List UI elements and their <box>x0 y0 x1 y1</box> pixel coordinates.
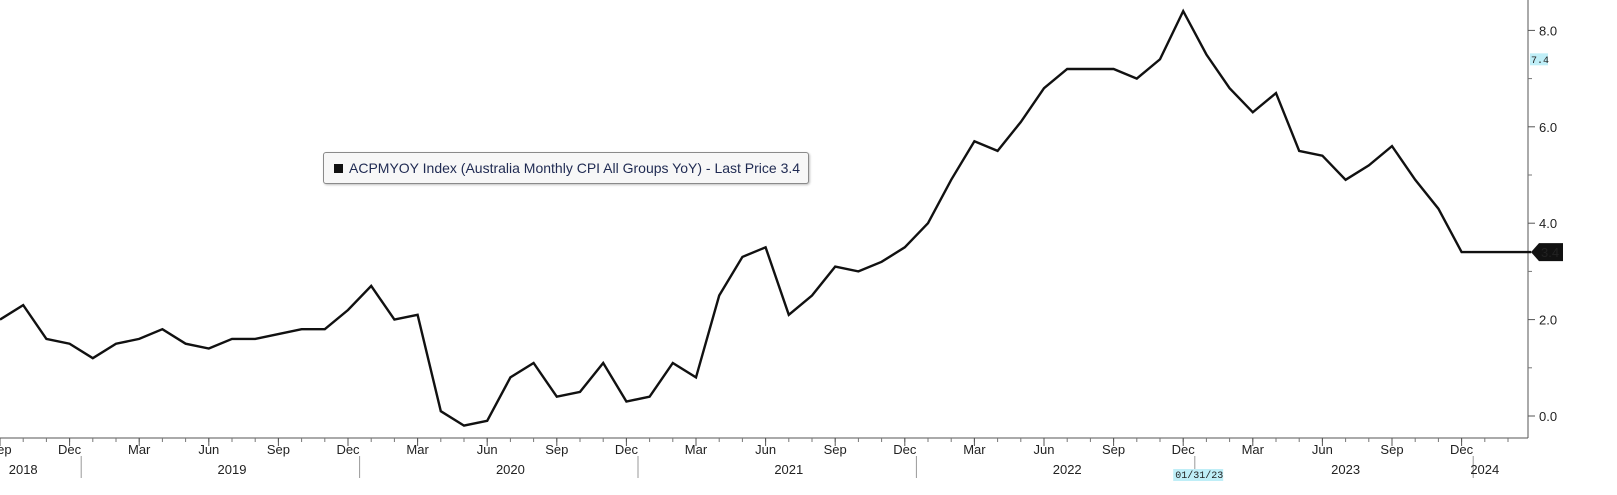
x-tick-label: Sep <box>267 442 290 457</box>
x-year-label: 2020 <box>496 462 525 477</box>
crosshair-y-label: 7.4 <box>1531 56 1549 67</box>
x-tick-label: Sep <box>1380 442 1403 457</box>
x-tick-label: Dec <box>1172 442 1196 457</box>
y-tick-label: 4.0 <box>1539 216 1557 231</box>
x-tick-label: Sep <box>1102 442 1125 457</box>
x-axis: Sep Dec Mar Jun Sep Dec Mar Jun Sep Dec Mar Jun Sep D… <box>0 437 1528 478</box>
last-price-tag <box>1531 243 1563 262</box>
x-tick-label: Jun <box>1312 442 1333 457</box>
x-tick-label: Mar <box>406 442 429 457</box>
x-tick-label: Jun <box>1034 442 1055 457</box>
y-tick-label: 6.0 <box>1539 120 1557 135</box>
x-tick-label: Jun <box>477 442 498 457</box>
x-tick-label: Sep <box>0 442 12 457</box>
legend-label: ACPMYOY Index (Australia Monthly CPI All… <box>349 160 801 176</box>
y-tick-label: 2.0 <box>1539 313 1557 328</box>
crosshair-x-tag <box>1173 469 1224 481</box>
series-line <box>0 8 1532 427</box>
x-year-label: 2023 <box>1331 462 1360 477</box>
x-year-label: 2024 <box>1470 462 1499 477</box>
x-tick-label: Sep <box>824 442 847 457</box>
x-tick-label: Mar <box>685 442 708 457</box>
crosshair-y-tag <box>1530 53 1548 66</box>
x-tick-label: Mar <box>963 442 986 457</box>
x-tick-label: Dec <box>1450 442 1474 457</box>
x-tick-label: Dec <box>336 442 360 457</box>
x-tick-label: Dec <box>58 442 82 457</box>
x-year-label: 2022 <box>1053 462 1082 477</box>
x-tick-label: Jun <box>755 442 776 457</box>
x-tick-label: Mar <box>128 442 151 457</box>
x-year-label: 2019 <box>218 462 247 477</box>
crosshair-x-label: 01/31/23 <box>1175 470 1223 482</box>
x-year-label: 2018 <box>9 462 38 477</box>
legend-swatch-icon <box>334 163 343 173</box>
x-tick-label: Sep <box>545 442 568 457</box>
y-tick-label: 0.0 <box>1539 409 1557 424</box>
x-tick-label: Dec <box>615 442 639 457</box>
legend[interactable]: ACPMYOY Index (Australia Monthly CPI All… <box>323 152 810 184</box>
last-price-label: 3.4 <box>1541 245 1559 260</box>
y-axis: 0.0 2.0 4.0 6.0 8.0 <box>1527 0 1557 438</box>
x-tick-label: Jun <box>198 442 219 457</box>
tags-layer: 3.4 7.4 01/31/23 <box>1173 53 1563 482</box>
x-tick-label: Mar <box>1242 442 1265 457</box>
x-tick-label: Dec <box>893 442 917 457</box>
series-layer <box>0 8 1532 427</box>
x-year-label: 2021 <box>774 462 803 477</box>
y-tick-label: 8.0 <box>1539 23 1557 38</box>
